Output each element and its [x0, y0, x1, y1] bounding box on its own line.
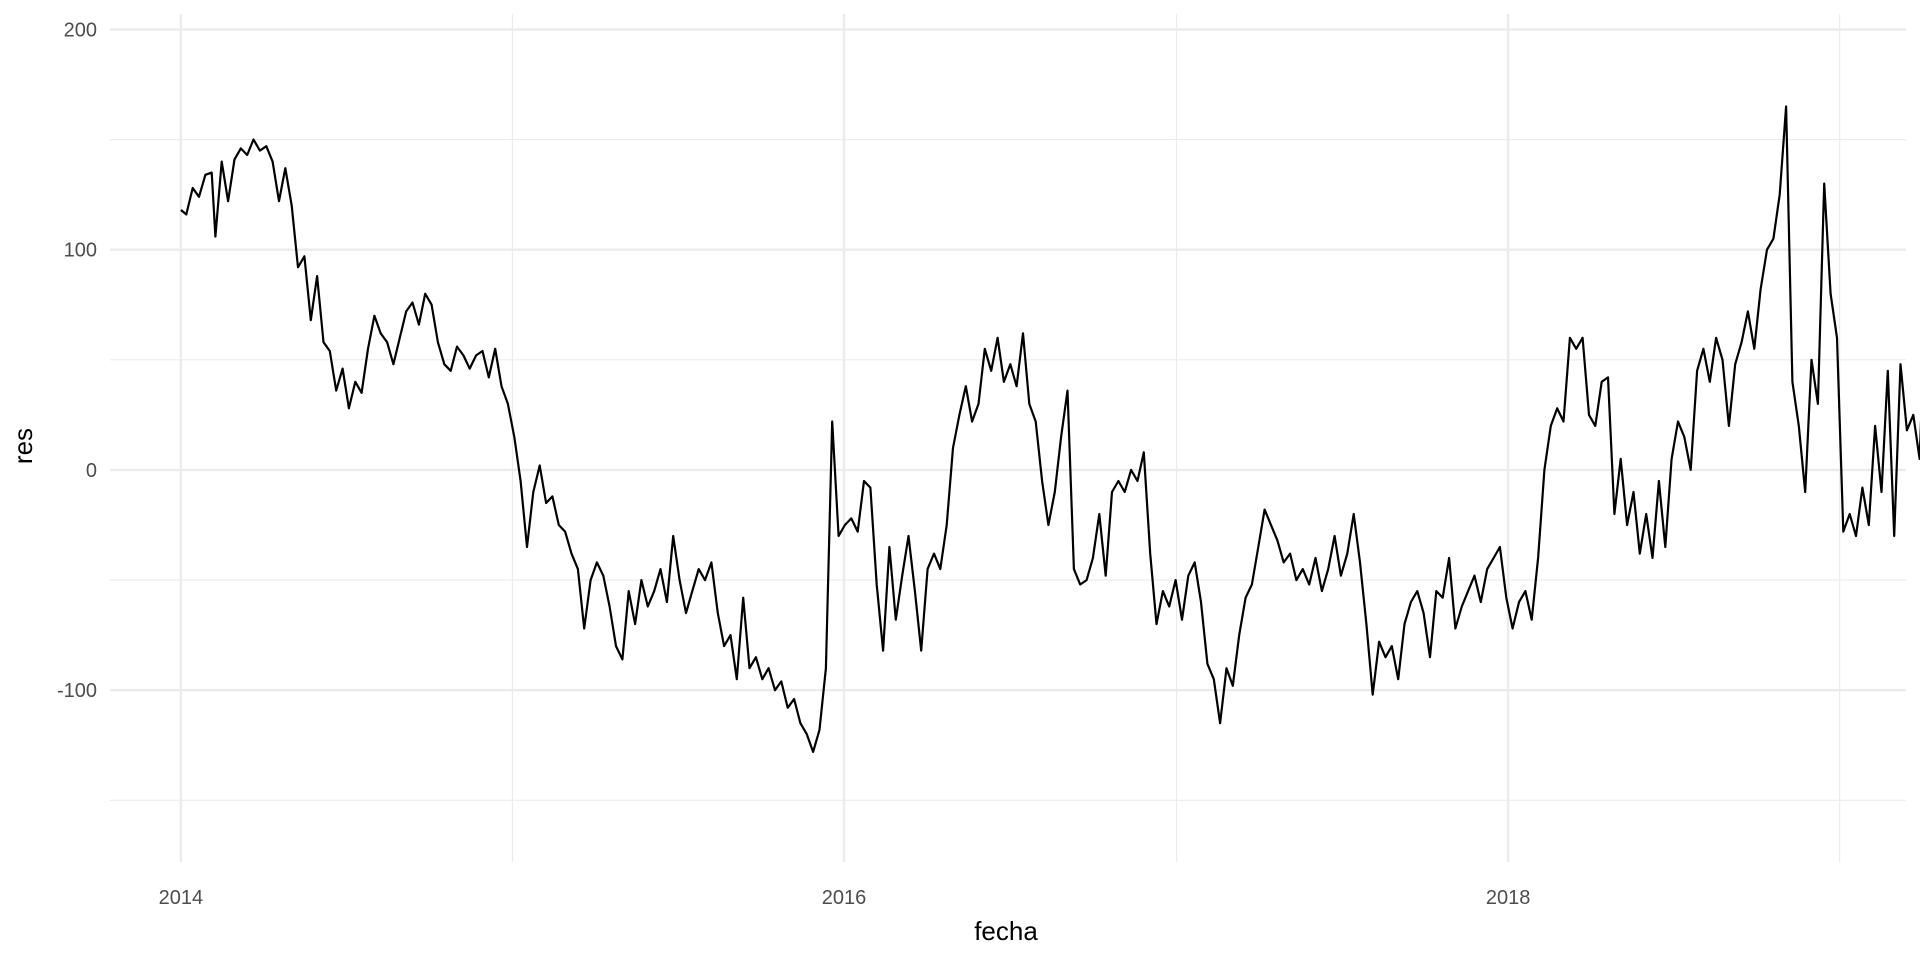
x-tick-label: 2016: [822, 887, 867, 909]
y-tick-label: 0: [86, 460, 97, 482]
y-tick-label: 100: [64, 240, 97, 262]
x-axis-title: fecha: [974, 916, 1038, 946]
x-tick-label: 2014: [159, 887, 204, 909]
x-tick-label: 2018: [1486, 887, 1531, 909]
x-axis-ticks: 2014 2016 2018: [159, 887, 1531, 909]
y-tick-label: -100: [57, 680, 97, 702]
line-series: [180, 105, 1920, 754]
grid: [110, 14, 1906, 862]
y-axis-title: res: [8, 428, 38, 464]
y-axis-ticks: 200 100 0 -100: [57, 19, 97, 702]
y-tick-label: 200: [64, 19, 97, 41]
series-line: [180, 105, 1920, 754]
